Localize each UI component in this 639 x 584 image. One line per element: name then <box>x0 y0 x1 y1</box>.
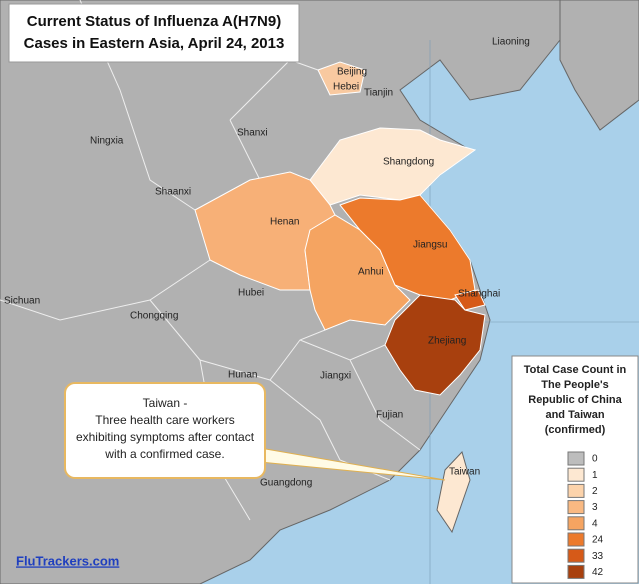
region-label: Zhejiang <box>428 336 466 347</box>
region-label: Anhui <box>358 267 384 278</box>
province-label: Hunan <box>228 370 257 381</box>
province-label: Shanxi <box>237 128 268 139</box>
callout-text: exhibiting symptoms after contact <box>76 430 255 444</box>
province-label: Jiangxi <box>320 371 351 382</box>
province-label: Hebei <box>333 82 359 93</box>
province-label: Shaanxi <box>155 187 191 198</box>
callout-text: Taiwan - <box>143 396 188 410</box>
legend-title: (confirmed) <box>545 424 606 436</box>
legend-label: 1 <box>592 470 598 481</box>
jiangsu-region <box>339 194 476 301</box>
beijing-region <box>317 61 366 96</box>
legend-label: 4 <box>592 518 598 529</box>
legend-title: Republic of China <box>528 394 622 406</box>
title-line: Current Status of Influenza A(H7N9) <box>27 13 281 30</box>
title-background <box>8 3 300 63</box>
province-label: Fujian <box>376 410 403 421</box>
legend: Total Case Count in The People's Republic … <box>511 355 639 584</box>
legend-label: 3 <box>592 502 598 513</box>
shanghai-region <box>454 289 486 311</box>
legend-swatch <box>567 483 585 498</box>
legend-swatch <box>567 467 585 482</box>
region-label: Henan <box>270 217 299 228</box>
province-label: Hubei <box>238 288 264 299</box>
callout-text: with a confirmed case. <box>104 447 224 461</box>
shangdong-region <box>309 127 477 206</box>
zhejiang-region <box>384 294 486 396</box>
province-label: Sichuan <box>4 296 40 307</box>
title-box: Current Status of Influenza A(H7N9) Case… <box>8 3 300 63</box>
legend-swatch <box>567 548 585 563</box>
legend-swatch <box>567 532 585 547</box>
callout-text: Three health care workers <box>95 413 234 427</box>
region-label: Shanghai <box>458 289 500 300</box>
province-label: Chongqing <box>130 311 178 322</box>
legend-swatch <box>567 564 585 579</box>
shaded-provinces <box>194 61 486 534</box>
korea <box>559 0 639 131</box>
region-labels: Beijing Shangdong Henan Anhui Jiangsu Sh… <box>4 37 530 489</box>
callout: Taiwan - Three health care workers exhib… <box>64 382 446 481</box>
title-line: Cases in Eastern Asia, April 24, 2013 <box>24 35 285 52</box>
region-label: Shangdong <box>383 157 434 168</box>
region-label: Jiangsu <box>413 240 447 251</box>
legend-title: and Taiwan <box>545 409 604 421</box>
legend-label: 42 <box>592 567 604 578</box>
province-label: Liaoning <box>492 37 530 48</box>
legend-label: 24 <box>592 535 604 546</box>
legend-title: Total Case Count in <box>524 364 627 376</box>
region-label: Beijing <box>337 67 367 78</box>
footer-link[interactable]: FluTrackers.com <box>16 553 119 568</box>
legend-swatch <box>567 451 585 466</box>
province-label: Guangdong <box>260 478 312 489</box>
province-label: Ningxia <box>90 136 124 147</box>
legend-title: The People's <box>541 379 608 391</box>
province-label: Tianjin <box>364 88 393 99</box>
taiwan-region <box>436 451 471 534</box>
callout-box <box>64 382 266 479</box>
region-label: Taiwan <box>449 467 480 478</box>
legend-swatch <box>567 516 585 531</box>
legend-swatch <box>567 500 585 515</box>
legend-label: 2 <box>592 486 598 497</box>
legend-label: 0 <box>592 454 598 465</box>
legend-label: 33 <box>592 551 604 562</box>
